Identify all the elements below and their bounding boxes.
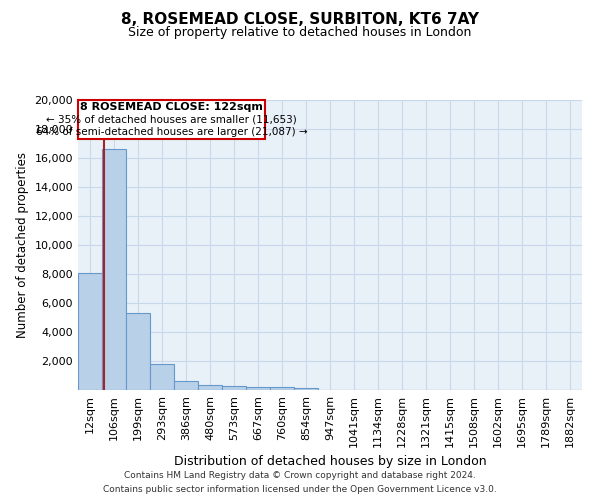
X-axis label: Distribution of detached houses by size in London: Distribution of detached houses by size … xyxy=(173,456,487,468)
Bar xyxy=(78,272,102,390)
Text: ← 35% of detached houses are smaller (11,653): ← 35% of detached houses are smaller (11… xyxy=(46,114,297,124)
FancyBboxPatch shape xyxy=(78,100,265,139)
Text: Size of property relative to detached houses in London: Size of property relative to detached ho… xyxy=(128,26,472,39)
Bar xyxy=(174,382,198,390)
Y-axis label: Number of detached properties: Number of detached properties xyxy=(16,152,29,338)
Bar xyxy=(294,388,318,390)
Text: Contains HM Land Registry data © Crown copyright and database right 2024.: Contains HM Land Registry data © Crown c… xyxy=(124,472,476,480)
Bar xyxy=(102,150,126,390)
Bar xyxy=(246,386,270,390)
Bar xyxy=(222,386,246,390)
Text: 8 ROSEMEAD CLOSE: 122sqm: 8 ROSEMEAD CLOSE: 122sqm xyxy=(80,102,263,112)
Text: 64% of semi-detached houses are larger (21,087) →: 64% of semi-detached houses are larger (… xyxy=(36,127,307,137)
Bar xyxy=(150,364,174,390)
Text: 8, ROSEMEAD CLOSE, SURBITON, KT6 7AY: 8, ROSEMEAD CLOSE, SURBITON, KT6 7AY xyxy=(121,12,479,28)
Text: Contains public sector information licensed under the Open Government Licence v3: Contains public sector information licen… xyxy=(103,484,497,494)
Bar xyxy=(126,313,150,390)
Bar xyxy=(270,387,294,390)
Bar xyxy=(198,385,222,390)
